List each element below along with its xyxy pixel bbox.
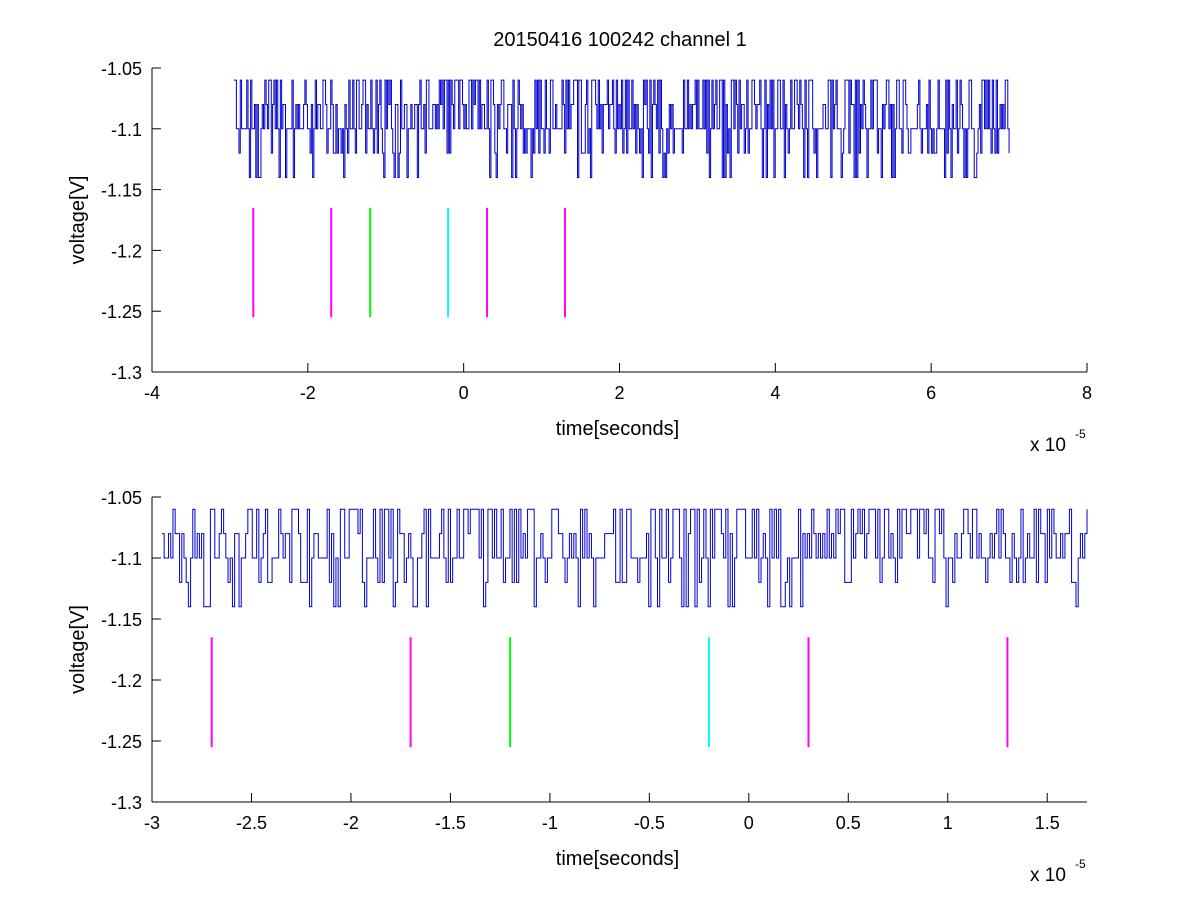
- y-tick-label: -1.05: [101, 488, 142, 508]
- y-tick-label: -1.15: [101, 610, 142, 630]
- plot-upper: -4 -2 0 2 4 6 8 -1.05 -1.1 -1.15 -1.2 -1.25 -1.3 time…: [67, 59, 1092, 456]
- x-tick-label: 1.5: [1035, 813, 1060, 833]
- x-tick-label: -4: [144, 383, 160, 403]
- x-tick-label: 1: [943, 813, 953, 833]
- x-scale-multiplier: x 10: [1030, 435, 1066, 456]
- x-axis-label: time[seconds]: [556, 848, 679, 870]
- x-tick-label: 0: [459, 383, 469, 403]
- x-tick-label: 0: [744, 813, 754, 833]
- x-scale-exponent: -5: [1075, 427, 1086, 441]
- x-scale-multiplier: x 10: [1030, 865, 1066, 886]
- plot-lower: -3 -2.5 -2 -1.5 -1 -0.5 0 0.5 1 1.5 -1.05 -1.1 -1.15…: [67, 488, 1088, 886]
- y-tick-label: -1.3: [111, 793, 142, 813]
- y-tick-label: -1.2: [111, 671, 142, 691]
- x-tick-label: -1.5: [435, 813, 466, 833]
- y-tick-label: -1.25: [101, 302, 142, 322]
- x-tick-label: 6: [926, 383, 936, 403]
- x-scale-exponent: -5: [1075, 857, 1086, 871]
- x-tick-label: -0.5: [634, 813, 665, 833]
- chart-title: 20150416 100242 channel 1: [493, 29, 747, 51]
- y-tick-label: -1.2: [111, 241, 142, 261]
- x-tick-label: 8: [1082, 383, 1092, 403]
- x-tick-label: -3: [144, 813, 160, 833]
- x-tick-label: 4: [770, 383, 780, 403]
- y-tick-label: -1.3: [111, 363, 142, 383]
- y-tick-label: -1.1: [111, 549, 142, 569]
- y-tick-label: -1.25: [101, 732, 142, 752]
- x-tick-label: 0.5: [836, 813, 861, 833]
- x-tick-label: -2: [300, 383, 316, 403]
- x-tick-label: -2.5: [236, 813, 267, 833]
- y-axis-label: voltage[V]: [67, 605, 89, 694]
- y-axis-label: voltage[V]: [67, 176, 89, 265]
- x-tick-label: -2: [343, 813, 359, 833]
- y-tick-label: -1.1: [111, 120, 142, 140]
- y-tick-label: -1.05: [101, 59, 142, 79]
- x-tick-label: -1: [542, 813, 558, 833]
- signal-trace: [161, 508, 1088, 608]
- x-tick-label: 2: [614, 383, 624, 403]
- y-tick-label: -1.15: [101, 181, 142, 201]
- signal-trace: [233, 79, 1010, 178]
- x-axis-label: time[seconds]: [556, 418, 679, 440]
